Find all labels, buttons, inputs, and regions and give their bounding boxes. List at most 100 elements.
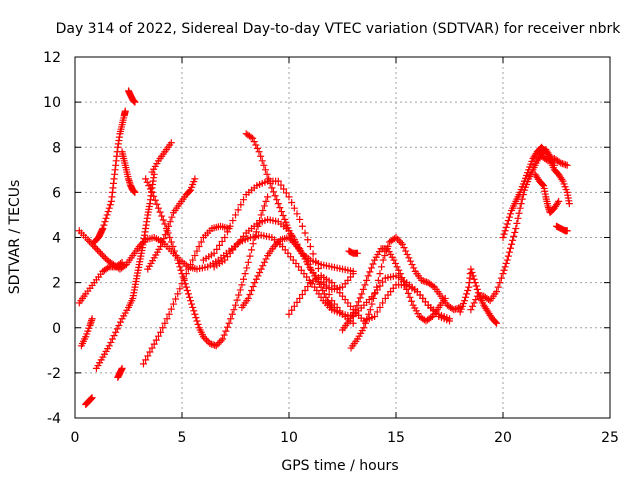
data-point	[185, 293, 193, 301]
data-point	[503, 220, 511, 228]
data-point	[139, 360, 147, 368]
series-arc-9	[125, 87, 139, 106]
data-point	[404, 289, 412, 297]
data-point	[502, 259, 510, 267]
data-point	[555, 158, 563, 166]
data-point	[257, 152, 265, 160]
data-point	[539, 180, 547, 188]
data-point	[382, 247, 390, 255]
data-point	[156, 208, 164, 216]
data-point	[154, 204, 162, 212]
data-point	[517, 200, 525, 208]
data-point	[379, 256, 387, 264]
y-tick-labels: -4 -2 0 2 4 6 8 10 12	[43, 50, 61, 427]
data-point	[121, 107, 129, 115]
data-point	[492, 318, 500, 326]
data-point	[362, 319, 370, 327]
data-point	[513, 219, 521, 227]
data-point	[363, 276, 371, 284]
data-point	[301, 229, 309, 237]
data-point	[158, 212, 166, 220]
y-tick-label: -2	[47, 366, 61, 382]
data-point	[199, 333, 207, 341]
data-point	[367, 264, 375, 272]
data-point	[99, 224, 107, 232]
data-point	[150, 340, 158, 348]
data-point	[282, 189, 290, 197]
data-point	[366, 268, 374, 276]
series-arc-6	[92, 170, 158, 372]
data-point	[391, 259, 399, 267]
data-point	[502, 223, 510, 231]
data-point	[246, 252, 254, 260]
data-points	[75, 87, 573, 408]
data-point	[118, 258, 126, 266]
data-point	[293, 298, 301, 306]
data-point	[296, 294, 304, 302]
data-point	[558, 175, 566, 183]
data-point	[429, 282, 437, 290]
data-point	[396, 270, 404, 278]
data-point	[233, 296, 241, 304]
data-point	[232, 301, 239, 309]
data-point	[472, 296, 480, 304]
data-point	[373, 283, 381, 291]
data-point	[84, 236, 92, 244]
data-point	[499, 270, 507, 278]
data-point	[177, 266, 185, 274]
data-point	[555, 197, 563, 205]
data-point	[493, 288, 501, 296]
data-point	[381, 252, 389, 260]
data-point	[113, 325, 121, 333]
data-point	[405, 254, 413, 262]
data-point	[260, 161, 268, 169]
data-point	[285, 310, 293, 318]
data-point	[215, 241, 223, 249]
data-point	[263, 170, 271, 178]
data-point	[400, 244, 408, 252]
data-point	[169, 243, 177, 251]
data-point	[108, 335, 116, 343]
data-point	[203, 336, 211, 344]
data-point	[232, 211, 239, 219]
data-point	[88, 394, 96, 402]
data-point	[157, 328, 165, 336]
data-point	[360, 324, 368, 332]
data-point	[269, 188, 277, 196]
data-point	[505, 248, 513, 256]
data-point	[189, 303, 197, 311]
series-arc-5	[90, 107, 129, 246]
data-point	[150, 192, 158, 200]
data-point	[278, 208, 286, 216]
data-point	[195, 243, 203, 251]
data-point	[296, 215, 304, 223]
data-point	[395, 237, 403, 245]
series-arc-15	[210, 215, 357, 293]
data-point	[143, 178, 151, 186]
data-point	[506, 210, 514, 218]
data-point	[88, 315, 96, 323]
x-tick-label: 5	[178, 430, 187, 446]
data-point	[368, 300, 376, 308]
data-point	[142, 175, 150, 183]
data-point	[154, 332, 162, 340]
data-point	[403, 285, 411, 293]
data-point	[356, 294, 364, 302]
data-point	[496, 279, 504, 287]
data-point	[277, 181, 285, 189]
data-point	[406, 257, 414, 265]
data-point	[197, 238, 205, 246]
data-point	[266, 179, 274, 187]
series-arc-18	[285, 272, 453, 325]
data-point	[191, 310, 199, 318]
data-point	[157, 243, 165, 251]
data-point	[193, 317, 201, 325]
data-point	[399, 277, 407, 285]
data-point	[172, 252, 180, 260]
data-point	[349, 267, 357, 275]
data-point	[262, 197, 270, 205]
data-point	[167, 305, 175, 313]
data-point	[366, 306, 374, 314]
data-point	[270, 243, 278, 251]
data-point	[184, 290, 192, 298]
